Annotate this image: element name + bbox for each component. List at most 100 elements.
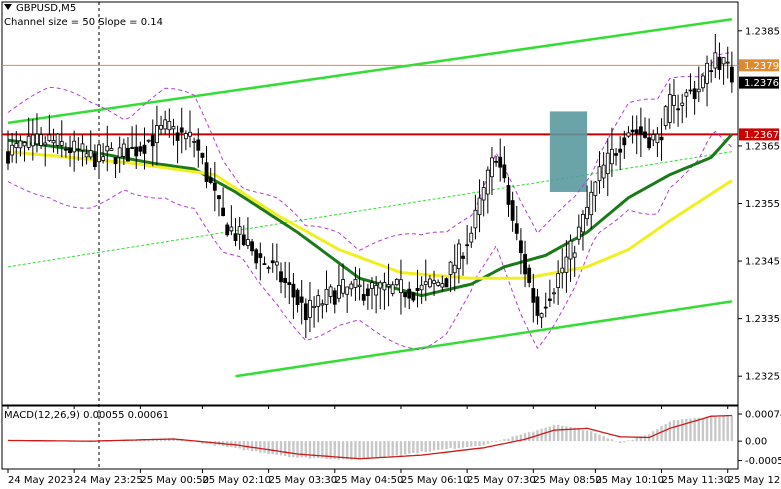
candle-body: [150, 134, 155, 147]
dropdown-triangle-icon[interactable]: [4, 4, 12, 10]
candle-body: [374, 285, 379, 296]
macd-bar: [333, 441, 336, 459]
candle-body: [667, 94, 672, 123]
candle-body: [692, 88, 697, 100]
macd-bar: [614, 441, 618, 442]
candle-body: [725, 61, 730, 64]
macd-bar: [366, 441, 370, 460]
y-tick-label: 1.2385: [745, 26, 780, 37]
macd-bar: [540, 428, 543, 442]
macd-bar: [577, 428, 581, 442]
candle-body: [365, 288, 370, 296]
candle-body: [465, 244, 470, 247]
candle-body: [514, 223, 519, 234]
x-tick-label: 25 May 06:10: [401, 475, 470, 486]
macd-bar: [163, 438, 167, 442]
macd-bar: [594, 433, 597, 442]
y-tick-label: 1.2325: [745, 372, 780, 383]
macd-bar: [585, 430, 589, 442]
candle-body: [208, 177, 213, 183]
candle-body: [589, 191, 594, 216]
candle-body: [287, 282, 292, 285]
macd-bar: [602, 436, 605, 442]
macd-bar: [267, 441, 270, 455]
macd-bar: [676, 420, 680, 442]
macd-bar: [416, 441, 419, 454]
candle-body: [105, 145, 110, 152]
macd-bar: [436, 441, 440, 450]
candle-body: [188, 131, 192, 137]
resistance-price-tag: [739, 59, 779, 72]
macd-title: MACD(12,26,9) 0.00055 0.00061: [4, 410, 170, 421]
macd-bar: [420, 441, 423, 452]
candle-body: [316, 295, 321, 307]
candle-body: [101, 156, 106, 161]
current-price-label: 1.2376: [744, 78, 779, 89]
macd-bar: [246, 441, 250, 450]
candle-body: [121, 143, 126, 157]
candle-body: [59, 141, 64, 146]
macd-bar: [552, 424, 556, 442]
candle-body: [490, 157, 494, 178]
candle-body: [43, 142, 48, 146]
candle-body: [655, 133, 660, 144]
candle-body: [618, 148, 623, 153]
macd-bar: [639, 436, 643, 442]
x-tick-label: 25 May 04:50: [335, 475, 404, 486]
candle-body: [175, 132, 180, 141]
macd-bar: [250, 441, 254, 452]
macd-bar: [714, 416, 717, 442]
x-tick-label: 24 May 23:25: [74, 475, 143, 486]
channel-upper-line: [7, 18, 733, 125]
candle-body: [647, 137, 652, 149]
macd-bar: [374, 441, 378, 458]
candle-body: [167, 120, 172, 131]
candle-body: [357, 284, 362, 288]
candle-body: [183, 133, 188, 140]
candle-body: [547, 298, 552, 301]
macd-bar: [432, 441, 436, 451]
macd-bar: [668, 421, 672, 442]
candle-body: [18, 140, 23, 149]
macd-bar: [283, 441, 287, 456]
candle-body: [407, 288, 412, 299]
macd-bar: [486, 441, 490, 444]
candle-body: [320, 303, 325, 306]
support-price-tag: [739, 128, 779, 141]
candle-body: [312, 305, 316, 308]
candle-body: [630, 129, 635, 133]
main-pane-frame: [1, 1, 739, 406]
candle-body: [204, 162, 209, 182]
candle-body: [461, 255, 465, 259]
upper-band-line: [7, 51, 732, 251]
macd-bar: [317, 441, 320, 459]
candle-body: [192, 140, 197, 143]
candle-body: [295, 289, 300, 306]
candle-body: [452, 264, 457, 274]
candle-body: [684, 92, 689, 97]
macd-bar: [300, 441, 303, 458]
candle-body: [159, 125, 163, 130]
macd-y-tick-label: 0.00: [745, 437, 767, 448]
macd-bar: [201, 441, 204, 444]
macd-bar: [461, 441, 465, 448]
macd-bar: [503, 439, 506, 442]
macd-bar: [470, 441, 473, 447]
lower-band-line: [7, 130, 733, 351]
candle-body: [134, 146, 139, 157]
candle-body: [585, 206, 589, 220]
macd-bar: [598, 434, 601, 442]
macd-bar: [718, 416, 721, 442]
candle-body: [221, 207, 225, 217]
macd-bar: [308, 441, 312, 459]
candle-body: [643, 131, 647, 138]
macd-bar: [623, 441, 626, 443]
candle-body: [444, 278, 449, 288]
candle-body: [721, 57, 726, 65]
candle-body: [432, 280, 436, 284]
candle-body: [390, 284, 395, 294]
macd-bar: [441, 441, 444, 450]
candle-body: [155, 125, 159, 144]
current-price-tag: [739, 76, 779, 89]
candle-body: [605, 152, 610, 175]
